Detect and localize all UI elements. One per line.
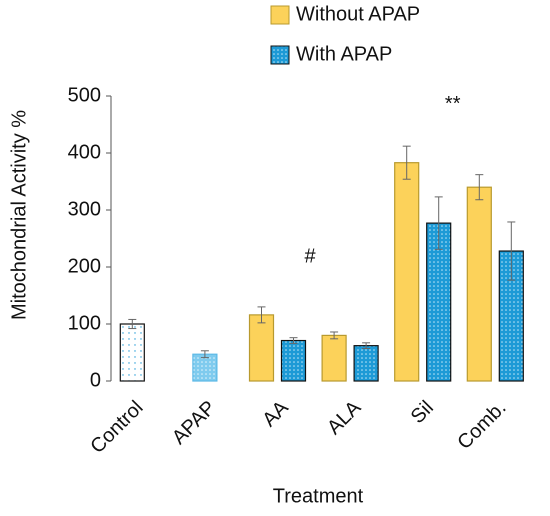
error-bar <box>507 221 516 281</box>
error-bar <box>257 306 266 324</box>
x-axis-title: Treatment <box>273 485 364 507</box>
error-bar <box>402 145 411 180</box>
y-axis-title: Mitochondrial Activity % <box>8 110 30 320</box>
error-bar <box>128 318 137 330</box>
x-tick-label: APAP <box>168 397 220 449</box>
bar <box>119 323 145 382</box>
bar <box>248 314 275 382</box>
error-bar <box>362 342 371 350</box>
x-tick-label: AA <box>258 396 293 431</box>
y-tick-label: 400 <box>68 141 101 163</box>
x-tick-label: Control <box>86 397 147 458</box>
error-bar <box>289 337 298 344</box>
legend-swatch <box>270 5 290 25</box>
bar <box>280 339 307 382</box>
y-tick-label: 200 <box>68 255 101 277</box>
bar <box>192 353 218 382</box>
bar <box>353 345 379 382</box>
error-bar <box>200 350 209 359</box>
y-tick-label: 0 <box>90 369 101 391</box>
error-bar <box>330 331 339 340</box>
x-tick-label: ALA <box>323 396 366 439</box>
error-bar <box>475 174 484 201</box>
bar <box>394 162 420 382</box>
annotation: ** <box>445 93 461 115</box>
bar <box>466 186 492 382</box>
bar <box>321 334 347 382</box>
error-bar <box>434 196 443 250</box>
legend-label: With APAP <box>296 43 392 65</box>
y-tick-label: 500 <box>68 84 101 106</box>
x-tick-label: Sil <box>407 397 438 428</box>
y-tick-label: 300 <box>68 198 101 220</box>
legend-label: Without APAP <box>296 3 420 25</box>
x-tick-label: Comb. <box>453 397 510 454</box>
y-tick-label: 100 <box>68 312 101 334</box>
annotation: # <box>305 246 317 268</box>
legend-swatch <box>270 45 290 65</box>
